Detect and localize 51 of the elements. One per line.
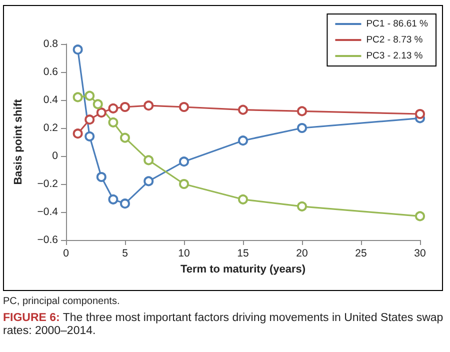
y-tick-label: 0.2 xyxy=(43,122,58,134)
point xyxy=(84,90,95,101)
point xyxy=(144,100,154,111)
x-axis-title: Term to maturity (years) xyxy=(180,264,306,276)
point xyxy=(144,155,154,166)
point xyxy=(144,176,154,186)
text: PC, principal components. xyxy=(3,296,121,307)
legend-label: PC1 - 86.61 % xyxy=(366,18,429,30)
y-tick-label: −0.2 xyxy=(37,178,58,190)
point xyxy=(92,99,103,110)
x-tick-label: 20 xyxy=(296,248,308,260)
point xyxy=(297,123,307,133)
y-tick-label: 0.4 xyxy=(43,94,58,106)
y-tick-label: 0.8 xyxy=(43,38,58,50)
legend-label: PC2 - 8.73 % xyxy=(366,34,424,46)
point xyxy=(84,114,95,125)
point xyxy=(72,92,83,102)
y-tick-label: −0.4 xyxy=(37,206,58,218)
x-tick-label: 0 xyxy=(63,248,70,260)
x-tick-label: 25 xyxy=(355,248,367,260)
point xyxy=(72,44,83,55)
point xyxy=(238,136,248,146)
point xyxy=(415,211,425,222)
point xyxy=(120,198,130,209)
point xyxy=(96,172,106,182)
point xyxy=(238,194,248,204)
point xyxy=(179,102,189,112)
point xyxy=(108,103,118,114)
point xyxy=(297,106,307,116)
point xyxy=(72,128,83,139)
point xyxy=(120,102,130,112)
point xyxy=(108,117,118,128)
legend-label: PC3 - 2.13 % xyxy=(366,50,424,62)
point xyxy=(84,131,95,142)
point xyxy=(415,109,425,119)
y-tick-label: 0 xyxy=(52,150,58,162)
y-tick-label: −0.6 xyxy=(37,234,58,246)
point xyxy=(120,132,130,143)
x-tick-label: 5 xyxy=(122,248,128,260)
x-tick-label: 15 xyxy=(237,248,249,260)
point xyxy=(179,179,189,189)
x-tick-label: 30 xyxy=(414,248,426,260)
point xyxy=(108,194,118,204)
text: FIGURE 6: The three most important factors driving movements in United States swap rates: 2000–2014. xyxy=(3,312,444,338)
x-tick-label: 10 xyxy=(178,248,190,260)
y-tick-label: 0.6 xyxy=(43,66,58,78)
point xyxy=(238,104,248,115)
y-axis-title: Basis point shift xyxy=(12,98,24,185)
point xyxy=(179,156,189,167)
point xyxy=(297,201,307,212)
point xyxy=(96,108,106,118)
